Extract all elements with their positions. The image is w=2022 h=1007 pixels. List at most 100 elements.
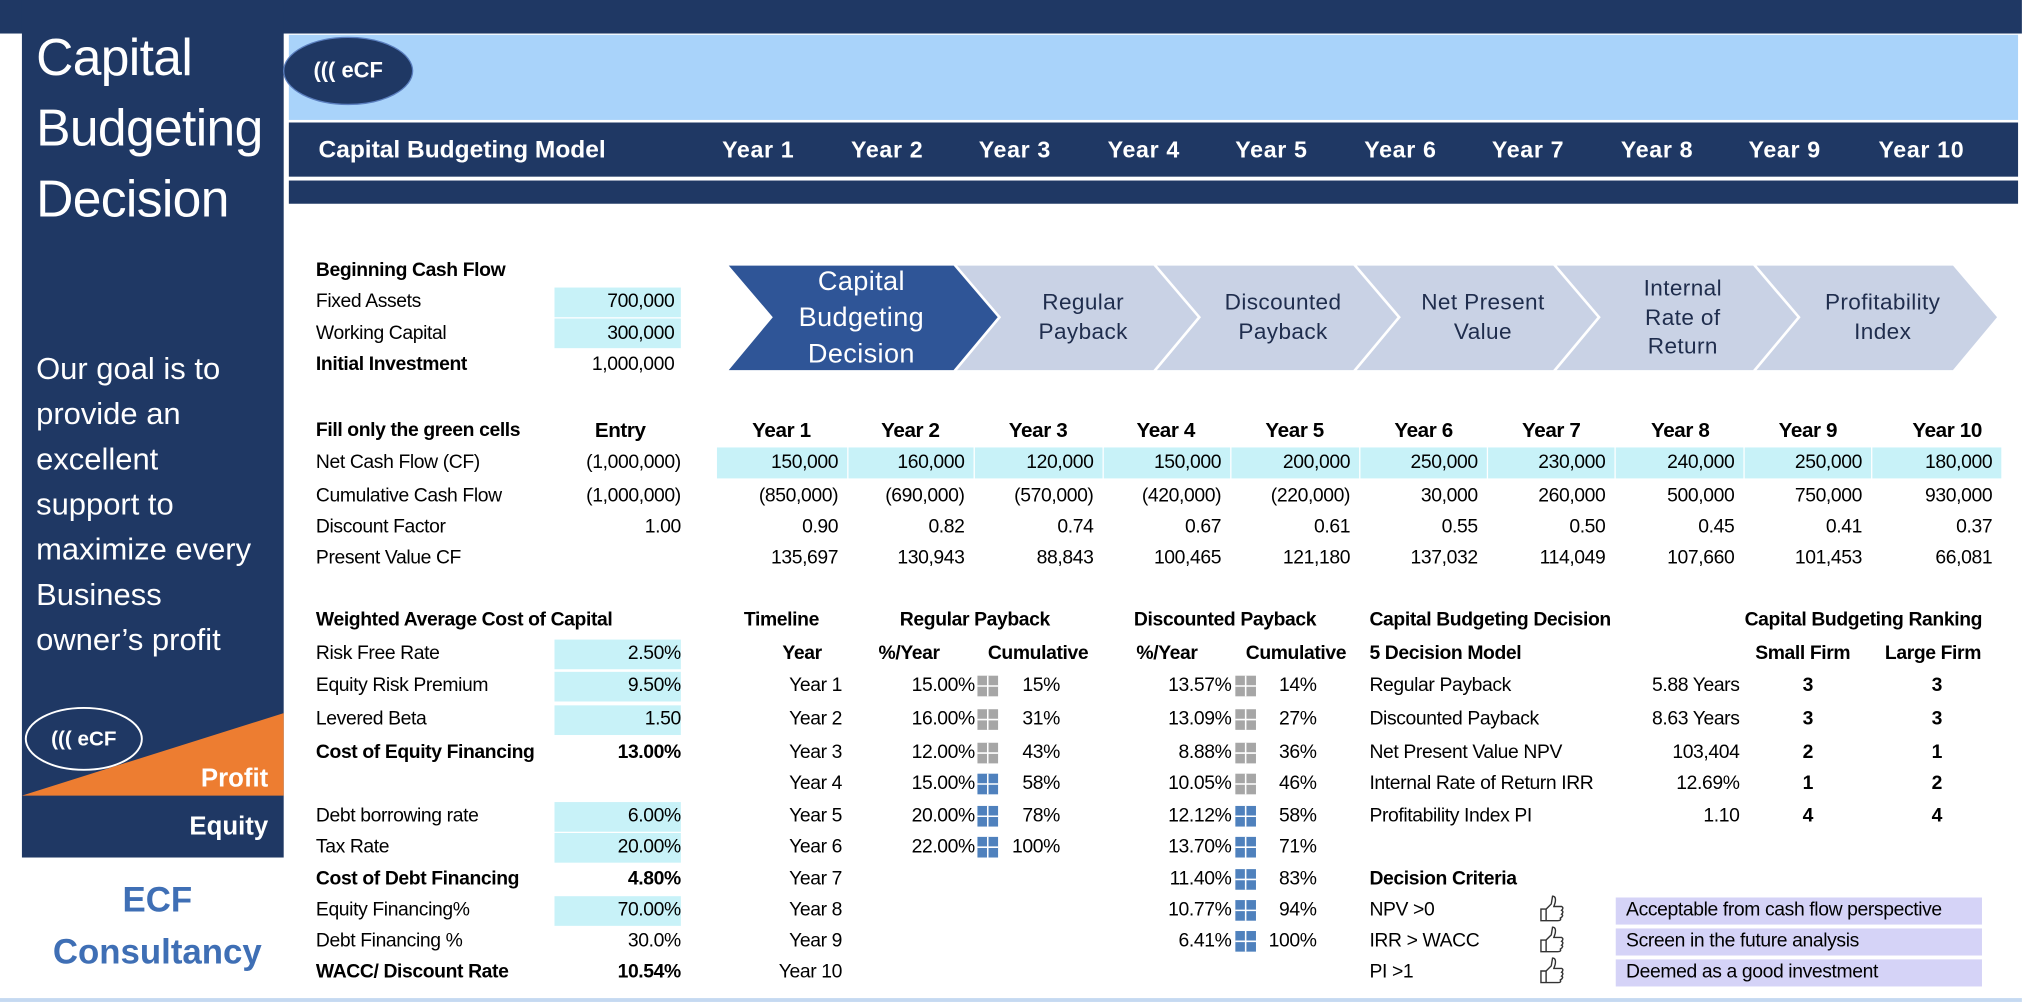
row-label: Working Capital bbox=[315, 321, 447, 344]
table-header: Year 4 bbox=[1136, 419, 1195, 442]
payback-rate: 12.12% bbox=[1168, 804, 1232, 827]
header-logo-oval bbox=[283, 36, 414, 106]
rank-value: 4 bbox=[1802, 804, 1814, 827]
result-cell bbox=[1615, 896, 1982, 924]
cell-value: 0.50 bbox=[1569, 515, 1606, 538]
row-label: Discounted Payback bbox=[1369, 707, 1539, 730]
row-label: Present Value CF bbox=[315, 546, 461, 569]
row-label: Discount Factor bbox=[315, 515, 446, 538]
table-header: Year 8 bbox=[1650, 419, 1710, 442]
cell-value: 107,660 bbox=[1667, 546, 1735, 569]
rank-value: 1 bbox=[1802, 772, 1814, 795]
cell-value: 0.82 bbox=[928, 515, 965, 538]
payback-rate: 15.00% bbox=[911, 772, 976, 795]
payback-rate: 13.57% bbox=[1168, 674, 1232, 697]
cell-value: 101,453 bbox=[1794, 546, 1863, 569]
process-step-label: Index bbox=[1854, 318, 1912, 344]
criteria-result: Screen in the future analysis bbox=[1626, 929, 1859, 952]
row-label: Levered Beta bbox=[315, 707, 427, 730]
timeline-year: Year 1 bbox=[789, 674, 843, 697]
cell-value: 250,000 bbox=[1794, 451, 1863, 474]
row-value: 6.00% bbox=[627, 804, 681, 827]
thumbs-up-icon bbox=[1540, 895, 1564, 922]
row-value: 1.10 bbox=[1703, 804, 1740, 827]
row-value: 20.00% bbox=[617, 835, 682, 858]
cell-value: 160,000 bbox=[897, 451, 965, 474]
cell-value: 500,000 bbox=[1667, 484, 1735, 507]
cell-value: 0.55 bbox=[1441, 515, 1478, 538]
header-year: Year 8 bbox=[1620, 136, 1694, 162]
payback-cumulative: 58% bbox=[1279, 804, 1317, 827]
section-title: Timeline bbox=[743, 608, 819, 631]
timeline-year: Year 8 bbox=[789, 898, 843, 921]
payback-cumulative: 58% bbox=[1022, 772, 1060, 795]
process-step-label: Value bbox=[1453, 318, 1512, 344]
thumbs-up-icon bbox=[1540, 926, 1564, 953]
cell-value: 30,000 bbox=[1420, 484, 1478, 507]
payback-rate: 16.00% bbox=[911, 707, 976, 730]
cell-value: 114,049 bbox=[1539, 546, 1606, 569]
section-title: Weighted Average Cost of Capital bbox=[315, 608, 613, 631]
result-cell bbox=[1615, 958, 1982, 986]
thumbs-up-icon bbox=[1540, 957, 1564, 984]
payback-cumulative: 27% bbox=[1279, 707, 1317, 730]
sidebar-logo-oval bbox=[24, 706, 143, 771]
row-label: Initial Investment bbox=[315, 353, 467, 376]
column-header: Year bbox=[782, 642, 822, 665]
timeline-year: Year 7 bbox=[789, 867, 843, 890]
table-header: Year 7 bbox=[1522, 419, 1581, 442]
cell-value: 150,000 bbox=[770, 451, 839, 474]
cell-value: 750,000 bbox=[1794, 484, 1863, 507]
table-header: Year 5 bbox=[1265, 419, 1324, 442]
result-cell bbox=[1615, 927, 1982, 955]
payback-rate: 13.70% bbox=[1168, 835, 1232, 858]
table-header: Year 3 bbox=[1008, 419, 1068, 442]
row-value: 30.0% bbox=[627, 929, 681, 952]
payback-cumulative: 71% bbox=[1279, 835, 1317, 858]
payback-cumulative: 31% bbox=[1022, 707, 1060, 730]
row-label: Risk Free Rate bbox=[315, 642, 440, 665]
rank-value: 2 bbox=[1931, 772, 1943, 795]
payback-cumulative: 78% bbox=[1022, 804, 1060, 827]
cell-value: 135,697 bbox=[770, 546, 839, 569]
row-label: Equity Financing% bbox=[315, 898, 470, 921]
row-value: 12.69% bbox=[1676, 772, 1740, 795]
cell-value: 66,081 bbox=[1935, 546, 1993, 569]
process-step-label: Decision bbox=[807, 338, 915, 369]
payback-rate: 10.77% bbox=[1168, 898, 1232, 921]
row-label: Net Present Value NPV bbox=[1369, 741, 1563, 764]
process-step-label: Payback bbox=[1238, 318, 1328, 344]
header-year: Year 4 bbox=[1107, 136, 1180, 162]
column-header: Cumulative bbox=[1245, 642, 1347, 665]
timeline-year: Year 10 bbox=[778, 960, 843, 983]
payback-cumulative: 36% bbox=[1279, 741, 1317, 764]
input-cell bbox=[848, 447, 974, 479]
sidebar-title: Budgeting bbox=[36, 100, 263, 158]
rank-value: 2 bbox=[1802, 741, 1814, 764]
cell-value: (220,000) bbox=[1270, 484, 1351, 507]
process-step-label: Internal bbox=[1643, 274, 1722, 301]
cell-value: 240,000 bbox=[1667, 451, 1735, 474]
input-cell bbox=[1360, 447, 1487, 479]
cell-value: (1,000,000) bbox=[586, 451, 681, 474]
profit-label: Profit bbox=[200, 764, 269, 794]
row-value: 2.50% bbox=[627, 642, 681, 665]
process-step-label: Capital bbox=[817, 266, 905, 296]
input-cell bbox=[1103, 447, 1231, 479]
header-year: Year 1 bbox=[722, 136, 795, 162]
rank-value: 3 bbox=[1931, 674, 1943, 697]
cell-value: 0.37 bbox=[1956, 515, 1993, 538]
sidebar-goal: owner’s profit bbox=[36, 622, 221, 658]
process-step-label: Rate of bbox=[1645, 303, 1721, 330]
input-cell bbox=[554, 895, 681, 926]
header-year: Year 7 bbox=[1491, 136, 1565, 162]
row-label: Net Cash Flow (CF) bbox=[315, 451, 480, 474]
timeline-year: Year 2 bbox=[789, 707, 843, 730]
payback-rate: 12.00% bbox=[911, 741, 976, 764]
process-step-label: Payback bbox=[1038, 318, 1128, 344]
payback-cumulative: 14% bbox=[1279, 674, 1317, 697]
cell-value: 0.90 bbox=[802, 515, 839, 538]
cell-value: 0.67 bbox=[1185, 515, 1222, 538]
